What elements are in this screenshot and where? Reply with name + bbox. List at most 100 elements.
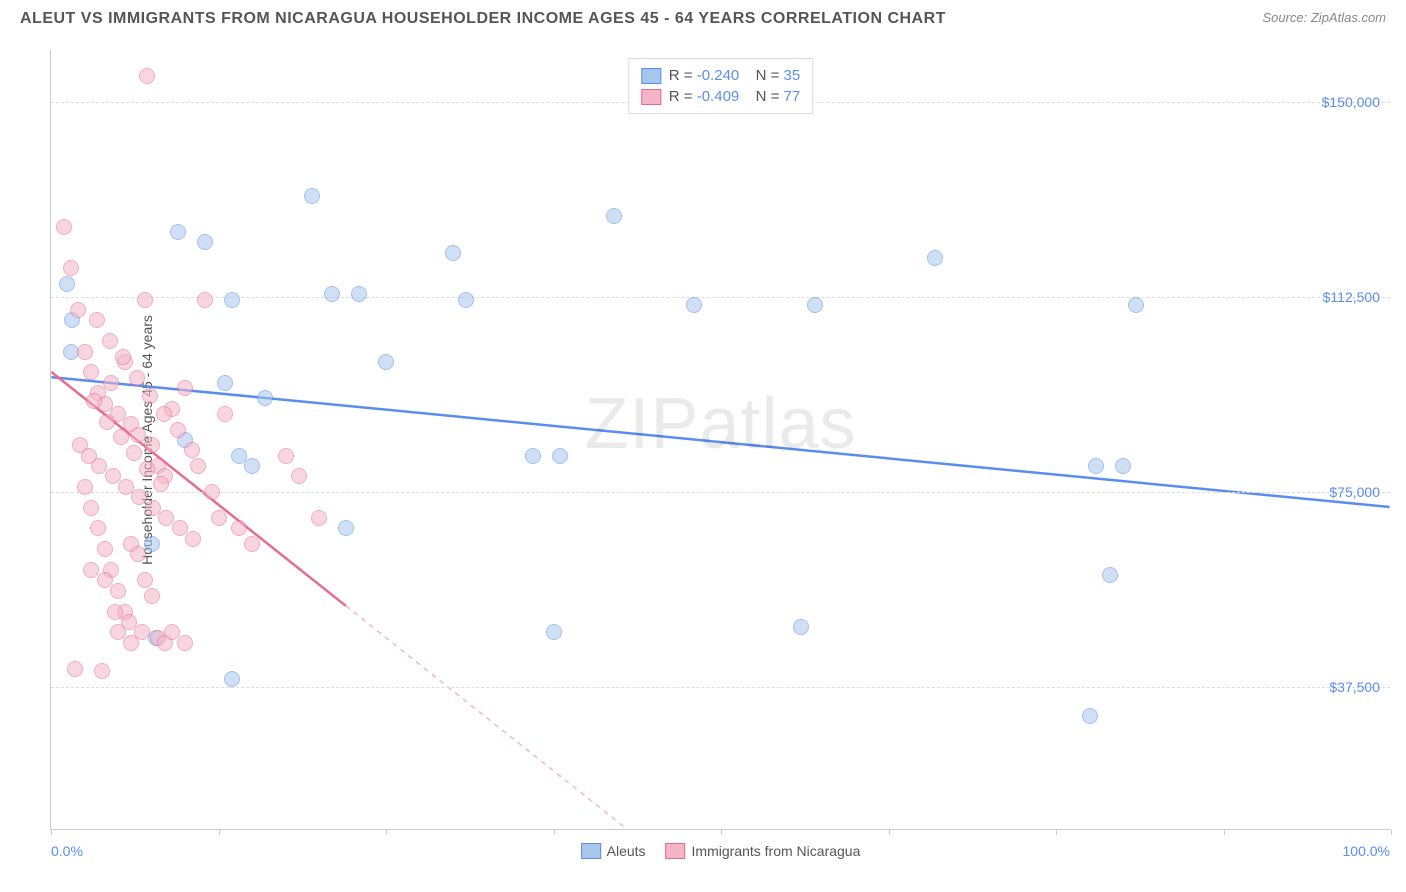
legend-r-label: R = -0.409 (669, 88, 739, 105)
data-point (197, 234, 213, 250)
data-point (102, 333, 118, 349)
data-point (184, 442, 200, 458)
x-tick (554, 829, 555, 835)
data-point (793, 619, 809, 635)
legend-row-1: R = -0.240 N = 35 (641, 65, 800, 86)
x-tick (51, 829, 52, 835)
legend-r-label: R = -0.240 (669, 67, 739, 84)
data-point (1102, 567, 1118, 583)
gridline (51, 297, 1390, 298)
data-point (126, 445, 142, 461)
data-point (144, 536, 160, 552)
series-legend: Aleuts Immigrants from Nicaragua (581, 843, 861, 859)
data-point (103, 375, 119, 391)
data-point (142, 388, 158, 404)
x-tick (1391, 829, 1392, 835)
data-point (144, 588, 160, 604)
x-tick (386, 829, 387, 835)
data-point (1115, 458, 1131, 474)
data-point (97, 541, 113, 557)
legend-label-nicaragua: Immigrants from Nicaragua (692, 843, 861, 859)
y-tick-label: $75,000 (1329, 484, 1380, 500)
data-point (113, 429, 129, 445)
y-tick-label: $150,000 (1322, 94, 1380, 110)
data-point (83, 500, 99, 516)
data-point (110, 583, 126, 599)
chart-container: Householder Income Ages 45 - 64 years ZI… (50, 50, 1390, 830)
watermark: ZIPatlas (584, 383, 856, 465)
data-point (70, 302, 86, 318)
data-point (217, 375, 233, 391)
data-point (185, 531, 201, 547)
legend-item-nicaragua: Immigrants from Nicaragua (666, 843, 861, 859)
data-point (144, 437, 160, 453)
legend-r-value-1: -0.240 (697, 67, 740, 84)
data-point (123, 635, 139, 651)
x-tick (1056, 829, 1057, 835)
chart-title: ALEUT VS IMMIGRANTS FROM NICARAGUA HOUSE… (20, 10, 946, 28)
y-tick-label: $112,500 (1323, 289, 1380, 305)
data-point (177, 635, 193, 651)
x-axis-min-label: 0.0% (51, 843, 83, 859)
data-point (458, 292, 474, 308)
data-point (153, 476, 169, 492)
data-point (77, 344, 93, 360)
x-tick (219, 829, 220, 835)
data-point (137, 572, 153, 588)
data-point (156, 406, 172, 422)
data-point (97, 572, 113, 588)
data-point (130, 546, 146, 562)
legend-n-label: N = 35 (747, 67, 800, 84)
data-point (115, 349, 131, 365)
data-point (170, 224, 186, 240)
legend-label-aleuts: Aleuts (607, 843, 646, 859)
gridline (51, 687, 1390, 688)
data-point (90, 520, 106, 536)
data-point (324, 286, 340, 302)
data-point (190, 458, 206, 474)
data-point (304, 188, 320, 204)
legend-item-aleuts: Aleuts (581, 843, 646, 859)
data-point (129, 370, 145, 386)
data-point (807, 297, 823, 313)
x-tick (1224, 829, 1225, 835)
legend-swatch-aleuts (641, 68, 661, 84)
data-point (224, 671, 240, 687)
x-tick (721, 829, 722, 835)
data-point (606, 208, 622, 224)
data-point (525, 448, 541, 464)
data-point (291, 468, 307, 484)
plot-area: ZIPatlas R = -0.240 N = 35 R = -0.409 N … (50, 50, 1390, 830)
data-point (59, 276, 75, 292)
data-point (197, 292, 213, 308)
legend-r-value-2: -0.409 (697, 88, 740, 105)
data-point (170, 422, 186, 438)
data-point (177, 380, 193, 396)
legend-swatch-icon (581, 843, 601, 859)
data-point (67, 661, 83, 677)
data-point (94, 663, 110, 679)
x-axis-max-label: 100.0% (1343, 843, 1390, 859)
data-point (224, 292, 240, 308)
data-point (83, 364, 99, 380)
data-point (1082, 708, 1098, 724)
data-point (211, 510, 227, 526)
data-point (56, 219, 72, 235)
data-point (338, 520, 354, 536)
legend-n-label: N = 77 (747, 88, 800, 105)
data-point (311, 510, 327, 526)
legend-swatch-nicaragua (641, 89, 661, 105)
legend-row-2: R = -0.409 N = 77 (641, 86, 800, 107)
data-point (231, 520, 247, 536)
data-point (99, 414, 115, 430)
gridline (51, 492, 1390, 493)
x-tick (889, 829, 890, 835)
data-point (552, 448, 568, 464)
data-point (77, 479, 93, 495)
data-point (89, 312, 105, 328)
data-point (63, 260, 79, 276)
data-point (686, 297, 702, 313)
legend-swatch-icon (666, 843, 686, 859)
data-point (546, 624, 562, 640)
data-point (1088, 458, 1104, 474)
